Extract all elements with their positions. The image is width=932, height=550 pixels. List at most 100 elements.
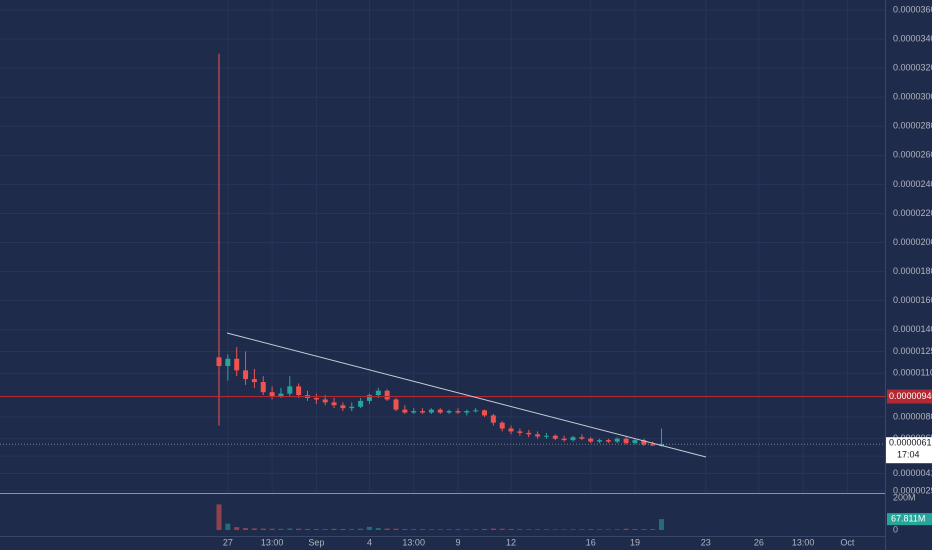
candle-body: [340, 405, 346, 409]
volume-bar: [340, 529, 346, 530]
volume-bar: [225, 523, 231, 530]
candle-body: [234, 358, 240, 371]
candle-body: [632, 440, 638, 444]
volume-bar: [287, 528, 293, 530]
candle-body: [623, 438, 629, 444]
volume-bar: [278, 528, 284, 530]
volume-bar: [260, 528, 266, 530]
candle-body: [650, 444, 656, 446]
volume-bar: [411, 529, 417, 530]
candle-body: [482, 410, 487, 416]
x-tick-label: 13:00: [792, 537, 815, 547]
candle-body: [570, 437, 576, 441]
y-tick-label: 0.00002600: [893, 150, 932, 160]
y-tick-label: 0.00001100: [893, 368, 932, 378]
x-tick-label: Sep: [308, 537, 324, 547]
candle-body: [322, 399, 328, 403]
candle-body: [526, 432, 532, 435]
candle-body: [552, 435, 558, 439]
candle-body: [411, 411, 417, 413]
candle-body: [269, 392, 275, 397]
volume-bar: [535, 529, 541, 530]
volume-bar: [632, 529, 638, 530]
volume-bar: [296, 528, 302, 530]
volume-bar: [313, 529, 319, 530]
candle-body: [543, 435, 549, 437]
y-tick-label: 0.00000290: [893, 485, 932, 495]
candle-body: [216, 357, 222, 367]
candle-body: [605, 440, 611, 442]
x-tick-label: Oct: [840, 537, 855, 547]
volume-bar: [641, 529, 647, 530]
volume-bar: [420, 529, 426, 530]
last-price-label-bg: [886, 437, 932, 464]
x-tick-label: 12: [506, 537, 516, 547]
candle-body: [588, 438, 594, 442]
volume-bar: [579, 529, 585, 530]
volume-bar: [402, 529, 408, 530]
candle-body: [641, 440, 647, 445]
candle-body: [384, 390, 390, 400]
grid: [0, 0, 885, 493]
price-line-label: 0.00000940: [889, 391, 932, 401]
x-tick-label: 13:00: [261, 537, 284, 547]
volume-bar: [473, 529, 479, 530]
y-tick-label: 0.00001600: [893, 295, 932, 305]
volume-bar: [358, 528, 364, 530]
candle-body: [402, 409, 408, 413]
candle-body: [446, 411, 452, 413]
volume-tick-label: 200M: [893, 492, 916, 502]
x-tick-label: 9: [455, 537, 460, 547]
y-tick-label: 0.00001250: [893, 346, 932, 356]
y-tick-label: 0.00000410: [893, 468, 932, 478]
y-tick-label: 0.00003400: [893, 33, 932, 43]
y-tick-label: 0.00002400: [893, 179, 932, 189]
x-tick-label: 16: [586, 537, 596, 547]
volume-bar: [251, 528, 257, 530]
volume-bar: [305, 529, 310, 530]
candle-body: [375, 390, 381, 396]
volume-bar: [508, 529, 514, 530]
volume-tick-label: 0: [893, 524, 898, 534]
candle-body: [597, 440, 603, 442]
candle-body: [614, 438, 620, 442]
volume-bar: [464, 529, 470, 530]
candle-body: [455, 411, 461, 413]
y-tick-label: 0.00003600: [893, 4, 932, 14]
volume-bar: [482, 529, 487, 530]
candle-body: [296, 386, 302, 396]
volume-bar: [659, 519, 664, 530]
candle-body: [225, 358, 231, 367]
volume-bar: [455, 529, 461, 530]
x-tick-label: 4: [367, 537, 372, 547]
volume-bar: [349, 529, 355, 530]
candle-body: [349, 406, 355, 409]
volume-bar: [375, 528, 381, 530]
volume-bar: [623, 528, 629, 530]
volume-bar: [570, 529, 576, 530]
volume-bar: [428, 529, 434, 530]
candle-body: [517, 431, 523, 433]
volume-bar: [393, 528, 399, 530]
countdown: 17:04: [897, 450, 920, 460]
x-tick-label: 13:00: [402, 537, 425, 547]
x-tick-label: 26: [754, 537, 764, 547]
candle-body: [251, 379, 257, 383]
candle-body: [579, 437, 585, 439]
volume-bar: [597, 529, 603, 530]
volume-bar: [650, 529, 656, 530]
candle-body: [490, 415, 496, 423]
candle-body: [243, 370, 249, 380]
volume-bar: [322, 529, 328, 530]
volume-bar: [216, 504, 222, 530]
y-tick-label: 0.00001800: [893, 266, 932, 276]
volume-bar: [269, 528, 275, 530]
y-tick-label: 0.00003000: [893, 92, 932, 102]
volume-label: 67.811M: [891, 514, 925, 524]
candle-body: [358, 400, 364, 407]
volume-bar: [384, 528, 390, 530]
volume-bar: [543, 529, 549, 530]
x-tick-label: 19: [630, 537, 640, 547]
y-tick-label: 0.00002000: [893, 237, 932, 247]
